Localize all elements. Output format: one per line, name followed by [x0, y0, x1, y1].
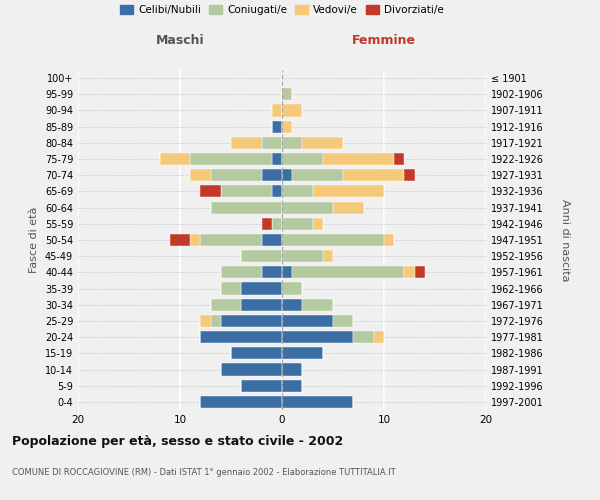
- Bar: [282, 282, 302, 294]
- Bar: [282, 234, 384, 246]
- Y-axis label: Fasce di età: Fasce di età: [29, 207, 39, 273]
- Bar: [241, 250, 282, 262]
- Bar: [221, 364, 282, 376]
- Bar: [302, 137, 343, 149]
- Bar: [190, 234, 200, 246]
- Bar: [221, 266, 262, 278]
- Bar: [282, 250, 323, 262]
- Bar: [241, 298, 282, 311]
- Bar: [211, 202, 282, 213]
- Bar: [282, 88, 292, 101]
- Bar: [292, 266, 404, 278]
- Bar: [282, 331, 353, 343]
- Bar: [282, 380, 302, 392]
- Bar: [200, 396, 282, 408]
- Bar: [282, 202, 333, 213]
- Bar: [211, 315, 221, 327]
- Bar: [384, 234, 394, 246]
- Bar: [323, 250, 333, 262]
- Bar: [353, 331, 374, 343]
- Bar: [241, 380, 282, 392]
- Bar: [282, 169, 292, 181]
- Bar: [282, 315, 333, 327]
- Bar: [231, 137, 262, 149]
- Bar: [190, 153, 272, 165]
- Bar: [313, 186, 384, 198]
- Text: Popolazione per età, sesso e stato civile - 2002: Popolazione per età, sesso e stato civil…: [12, 435, 343, 448]
- Bar: [394, 153, 404, 165]
- Y-axis label: Anni di nascita: Anni di nascita: [560, 198, 571, 281]
- Bar: [404, 266, 415, 278]
- Bar: [211, 169, 262, 181]
- Bar: [282, 120, 292, 132]
- Bar: [302, 298, 333, 311]
- Bar: [160, 153, 190, 165]
- Bar: [282, 186, 313, 198]
- Bar: [262, 234, 282, 246]
- Bar: [272, 186, 282, 198]
- Bar: [333, 202, 364, 213]
- Bar: [282, 266, 292, 278]
- Bar: [282, 153, 323, 165]
- Bar: [282, 298, 302, 311]
- Bar: [241, 282, 282, 294]
- Bar: [272, 218, 282, 230]
- Bar: [221, 186, 272, 198]
- Bar: [272, 104, 282, 117]
- Bar: [200, 315, 211, 327]
- Bar: [200, 331, 282, 343]
- Bar: [282, 396, 353, 408]
- Bar: [292, 169, 343, 181]
- Bar: [343, 169, 404, 181]
- Bar: [262, 169, 282, 181]
- Text: Femmine: Femmine: [352, 34, 416, 48]
- Bar: [190, 169, 211, 181]
- Bar: [211, 298, 241, 311]
- Bar: [200, 186, 221, 198]
- Bar: [404, 169, 415, 181]
- Bar: [231, 348, 282, 360]
- Bar: [415, 266, 425, 278]
- Bar: [272, 153, 282, 165]
- Bar: [282, 364, 302, 376]
- Bar: [221, 282, 241, 294]
- Bar: [313, 218, 323, 230]
- Bar: [262, 266, 282, 278]
- Bar: [262, 218, 272, 230]
- Bar: [323, 153, 394, 165]
- Bar: [262, 137, 282, 149]
- Bar: [374, 331, 384, 343]
- Bar: [272, 120, 282, 132]
- Bar: [282, 218, 313, 230]
- Bar: [200, 234, 262, 246]
- Text: COMUNE DI ROCCAGIOVINE (RM) - Dati ISTAT 1° gennaio 2002 - Elaborazione TUTTITAL: COMUNE DI ROCCAGIOVINE (RM) - Dati ISTAT…: [12, 468, 395, 477]
- Bar: [170, 234, 190, 246]
- Bar: [333, 315, 353, 327]
- Text: Maschi: Maschi: [155, 34, 205, 48]
- Bar: [282, 348, 323, 360]
- Bar: [221, 315, 282, 327]
- Bar: [282, 137, 302, 149]
- Legend: Celibi/Nubili, Coniugati/e, Vedovi/e, Divorziati/e: Celibi/Nubili, Coniugati/e, Vedovi/e, Di…: [116, 0, 448, 19]
- Bar: [282, 104, 302, 117]
